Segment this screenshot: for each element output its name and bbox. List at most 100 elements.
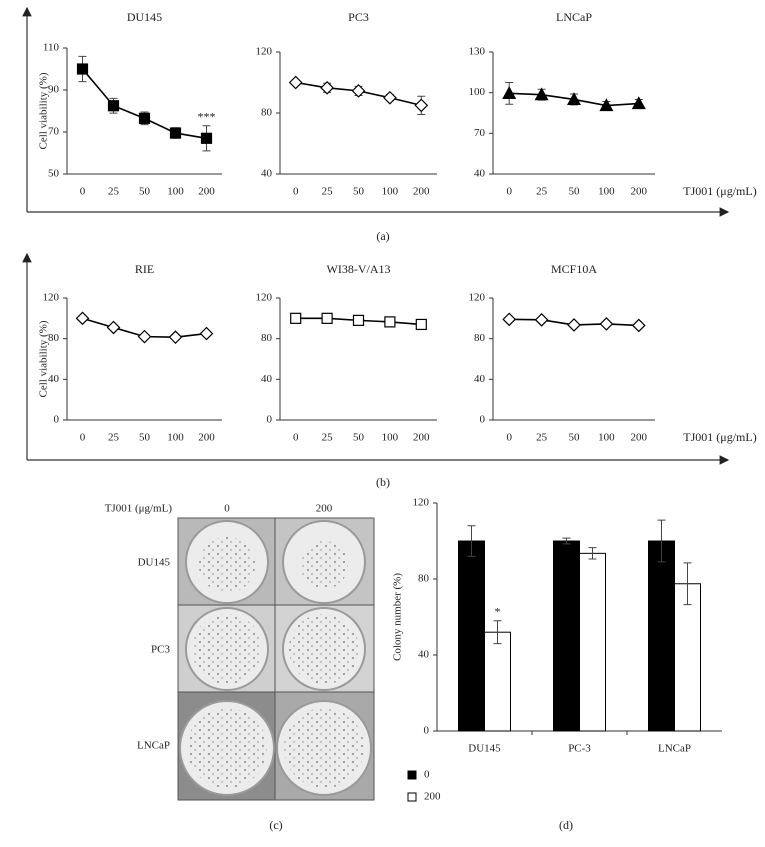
- y-tick-label: 40: [261, 168, 273, 180]
- point: [631, 318, 646, 333]
- chart-title: WI38-V/A13: [327, 262, 391, 276]
- legend-label: 200: [424, 791, 441, 803]
- x-tick-label: 200: [198, 186, 215, 198]
- error-bar: [683, 562, 692, 606]
- bar: [553, 540, 580, 732]
- point: [384, 316, 396, 328]
- panel-label: (b): [376, 475, 390, 489]
- y-tick-label: 110: [43, 42, 60, 54]
- point: [138, 112, 151, 124]
- y-tick-label: 80: [261, 332, 273, 344]
- point: [599, 98, 614, 112]
- y-tick-label: 80: [418, 573, 430, 585]
- photo-row: PC3: [151, 644, 170, 656]
- x-tick-label: 100: [167, 186, 184, 198]
- x-tick-label: 50: [139, 186, 151, 198]
- x-tick-label: 200: [631, 186, 648, 198]
- line: [81, 68, 207, 140]
- point: [288, 75, 303, 90]
- error-bar: [467, 525, 476, 557]
- point: [106, 320, 121, 335]
- bar: [458, 540, 485, 732]
- frame-a: [22, 6, 730, 465]
- x-tick-label: 25: [536, 432, 548, 444]
- bar: [484, 631, 511, 732]
- legend-swatch: [407, 792, 417, 802]
- point: [75, 311, 90, 326]
- x-tick-label: 25: [536, 186, 548, 198]
- legend-swatch: [407, 770, 417, 780]
- point: [567, 318, 581, 332]
- x-tick-label: 0: [80, 186, 86, 198]
- point: [199, 326, 214, 341]
- y-tick-label: 70: [48, 126, 60, 138]
- photo-row: DU145: [138, 557, 171, 569]
- y-tick-label: 120: [413, 497, 430, 509]
- point: [414, 98, 429, 113]
- point: [352, 314, 365, 326]
- x-tick-label: 25: [322, 432, 334, 444]
- annotation: ***: [198, 109, 216, 123]
- error-bar: [657, 519, 666, 563]
- point: [534, 87, 549, 101]
- point: [502, 86, 517, 99]
- panel-label: (c): [269, 818, 282, 832]
- x-axis-label: TJ001 (μg/mL): [683, 184, 756, 198]
- x-tick-label: 100: [382, 432, 399, 444]
- x-tick-label: 0: [80, 432, 86, 444]
- y-tick-label: 0: [54, 414, 60, 426]
- y-tick-label: 40: [261, 373, 273, 385]
- error-bar: [562, 537, 571, 545]
- x-tick-label: 25: [322, 186, 334, 198]
- x-tick-label: 100: [167, 432, 184, 444]
- x-tick-label: 50: [353, 432, 365, 444]
- y-axis-label: Cell viability (%): [38, 320, 50, 397]
- point: [534, 313, 549, 327]
- x-tick-label: 0: [293, 186, 299, 198]
- panel-label: (a): [376, 229, 389, 243]
- y-tick-label: 0: [424, 725, 430, 737]
- y-tick-label: 50: [48, 168, 60, 180]
- y-tick-label: 120: [256, 46, 273, 58]
- y-tick-label: 100: [469, 86, 486, 98]
- x-tick-label: 200: [631, 432, 648, 444]
- y-tick-label: 40: [418, 649, 430, 661]
- error-bar: [588, 547, 597, 560]
- point: [631, 96, 646, 110]
- chart-title: MCF10A: [551, 262, 597, 276]
- x-tick-label: 100: [598, 186, 615, 198]
- chart-title: DU145: [127, 10, 162, 24]
- point: [566, 92, 582, 106]
- x-tick-label: 25: [108, 186, 120, 198]
- y-tick-label: 80: [474, 332, 486, 344]
- x-tick-label: 200: [198, 432, 215, 444]
- legend-label: 0: [424, 769, 430, 781]
- y-tick-label: 130: [469, 46, 486, 58]
- y-tick-label: 120: [469, 292, 486, 304]
- x-tick-label: 100: [382, 186, 399, 198]
- x-tick-label: 50: [569, 432, 581, 444]
- point: [137, 329, 152, 344]
- y-tick-label: 90: [48, 84, 60, 96]
- y-tick-label: 40: [48, 373, 60, 385]
- y-tick-label: 80: [48, 332, 60, 344]
- point: [107, 100, 120, 112]
- point: [290, 312, 302, 324]
- point: [321, 312, 333, 324]
- y-tick-label: 80: [261, 107, 273, 119]
- x-tick-label: 100: [598, 432, 615, 444]
- point: [76, 63, 89, 75]
- x-tick-label: 50: [139, 432, 151, 444]
- y-tick-label: 70: [474, 127, 486, 139]
- y-axis-label: Colony number (%): [392, 573, 404, 661]
- x-tick-label: 200: [413, 432, 430, 444]
- photo-row: LNCaP: [137, 740, 170, 752]
- y-axis-label: Cell viability (%): [38, 72, 50, 149]
- chart-title: LNCaP: [556, 10, 592, 24]
- x-tick-label: 50: [569, 186, 581, 198]
- y-tick-label: 0: [267, 414, 273, 426]
- photo-column: 0: [224, 503, 230, 515]
- x-tick-label: LNCaP: [658, 743, 691, 755]
- error-bar: [493, 620, 502, 645]
- point: [169, 127, 182, 139]
